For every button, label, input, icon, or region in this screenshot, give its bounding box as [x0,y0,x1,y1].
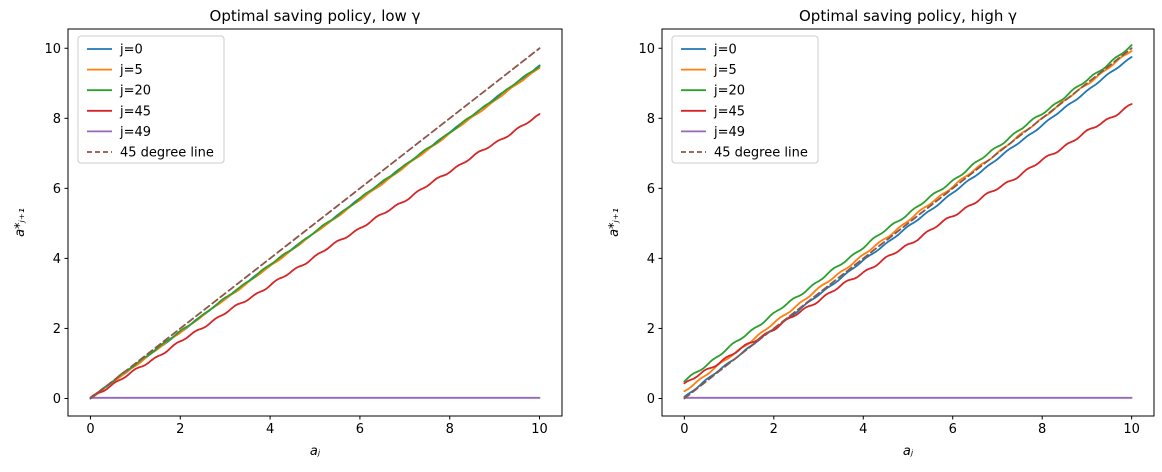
x-tick-label: 0 [86,422,94,437]
legend-label-j-0: j=0 [119,43,143,58]
legend-label-j-45: j=45 [119,104,151,119]
y-axis-label: a*ⱼ₊₁ [607,208,622,237]
axes-frame [67,28,563,417]
series-line-j-45 [683,103,1133,385]
legend-label-j-0: j=0 [713,43,737,58]
y-tick-label: 0 [53,392,61,407]
y-tick-label: 4 [647,252,655,267]
legend-label-j-45: j=45 [713,104,745,119]
subplot-low-gamma: Optimal saving policy, low γ 0 2 4 6 8 10 0 2 4 6 8… [13,7,563,459]
y-tick-label: 8 [647,112,655,127]
legend-label-j-49: j=49 [713,125,745,140]
x-axis-label: aⱼ [903,444,914,459]
y-tick-label: 6 [53,182,61,197]
series-line-j-20 [683,44,1133,383]
legend-label-45-degree-line: 45 degree line [714,146,808,161]
x-tick-label: 10 [531,422,548,437]
y-tick-label: 2 [647,322,655,337]
x-tick-label: 4 [266,422,274,437]
x-tick-label: 10 [1123,422,1140,437]
x-tick-label: 8 [446,422,454,437]
legend-label-j-20: j=20 [119,84,151,99]
subplot-high-gamma: Optimal saving policy, high γ 0 2 4 6 8 10 0 2 4 6… [607,7,1155,459]
subplot-title: Optimal saving policy, high γ [799,7,1017,25]
legend-label-j-20: j=20 [713,84,745,99]
x-tick-label: 0 [680,422,688,437]
legend-box [77,35,225,164]
legend-box [671,35,819,164]
y-tick-label: 10 [44,42,61,57]
y-tick-label: 8 [53,112,61,127]
y-tick-label: 10 [638,42,655,57]
legend-label-j-5: j=5 [119,63,143,78]
y-tick-label: 4 [53,252,61,267]
x-tick-label: 6 [949,422,957,437]
series-line-j-45 [89,113,541,399]
x-tick-label: 2 [770,422,778,437]
series-line-45-degree-line [89,47,541,400]
legend: j=0 j=5 j=20 j=45 j=49 45 degree line [77,35,225,164]
legend-label-j-49: j=49 [119,125,151,140]
y-axis-label: a*ⱼ₊₁ [13,208,28,237]
series-line-45-degree-line [683,47,1133,400]
series-line-j-20 [89,65,541,400]
x-tick-label: 4 [859,422,867,437]
x-tick-label: 2 [176,422,184,437]
legend: j=0 j=5 j=20 j=45 j=49 45 degree line [671,35,819,164]
x-axis-label: aⱼ [310,444,321,459]
y-tick-label: 6 [647,182,655,197]
legend-label-45-degree-line: 45 degree line [120,146,214,161]
x-tick-label: 6 [356,422,364,437]
subplot-title: Optimal saving policy, low γ [210,7,421,25]
x-tick-label: 8 [1038,422,1046,437]
y-tick-label: 0 [647,392,655,407]
legend-label-j-5: j=5 [713,63,737,78]
axes-frame [661,28,1155,417]
y-tick-label: 2 [53,322,61,337]
